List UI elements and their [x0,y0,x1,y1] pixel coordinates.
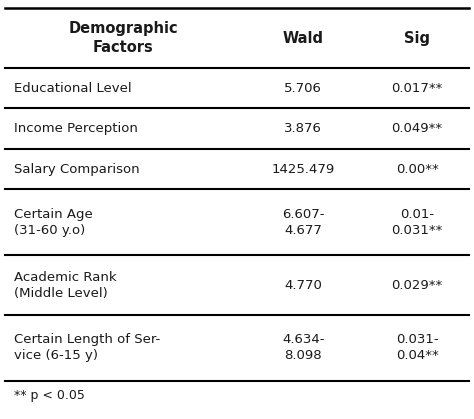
Text: Academic Rank
(Middle Level): Academic Rank (Middle Level) [14,271,117,300]
Text: 6.607-
4.677: 6.607- 4.677 [282,208,325,237]
Text: 3.876: 3.876 [284,122,322,135]
Text: 0.029**: 0.029** [392,279,443,292]
Text: Demographic
Factors: Demographic Factors [68,21,178,55]
Text: Certain Length of Ser-
vice (6-15 y): Certain Length of Ser- vice (6-15 y) [14,334,161,362]
Text: 1425.479: 1425.479 [272,163,335,176]
Text: Salary Comparison: Salary Comparison [14,163,140,176]
Text: Income Perception: Income Perception [14,122,138,135]
Text: Sig: Sig [404,31,430,46]
Text: 4.634-
8.098: 4.634- 8.098 [282,334,325,362]
Text: 0.00**: 0.00** [396,163,438,176]
Text: 0.031-
0.04**: 0.031- 0.04** [396,334,438,362]
Text: 0.01-
0.031**: 0.01- 0.031** [392,208,443,237]
Text: Wald: Wald [283,31,324,46]
Text: ** p < 0.05: ** p < 0.05 [14,389,85,402]
Text: 0.017**: 0.017** [392,82,443,95]
Text: 5.706: 5.706 [284,82,322,95]
Text: Educational Level: Educational Level [14,82,132,95]
Text: Certain Age
(31-60 y.o): Certain Age (31-60 y.o) [14,208,93,237]
Text: 0.049**: 0.049** [392,122,443,135]
Text: 4.770: 4.770 [284,279,322,292]
